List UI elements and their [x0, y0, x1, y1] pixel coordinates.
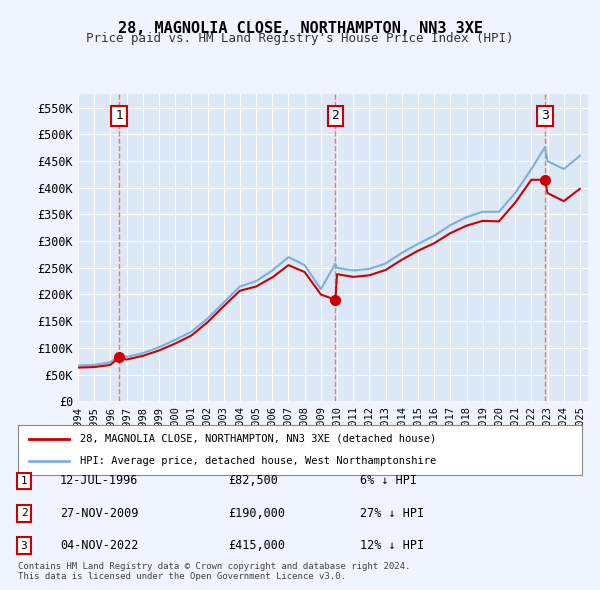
Text: £190,000: £190,000	[228, 507, 285, 520]
Text: £82,500: £82,500	[228, 474, 278, 487]
Text: 28, MAGNOLIA CLOSE, NORTHAMPTON, NN3 3XE: 28, MAGNOLIA CLOSE, NORTHAMPTON, NN3 3XE	[118, 21, 482, 35]
Text: 2: 2	[331, 109, 340, 122]
Text: 12-JUL-1996: 12-JUL-1996	[60, 474, 139, 487]
Text: 3: 3	[541, 109, 549, 122]
Text: 3: 3	[20, 541, 28, 550]
Text: 6% ↓ HPI: 6% ↓ HPI	[360, 474, 417, 487]
Text: 12% ↓ HPI: 12% ↓ HPI	[360, 539, 424, 552]
Text: HPI: Average price, detached house, West Northamptonshire: HPI: Average price, detached house, West…	[80, 456, 436, 466]
Text: 1: 1	[115, 109, 123, 122]
Text: Contains HM Land Registry data © Crown copyright and database right 2024.
This d: Contains HM Land Registry data © Crown c…	[18, 562, 410, 581]
Text: 27-NOV-2009: 27-NOV-2009	[60, 507, 139, 520]
Text: 28, MAGNOLIA CLOSE, NORTHAMPTON, NN3 3XE (detached house): 28, MAGNOLIA CLOSE, NORTHAMPTON, NN3 3XE…	[80, 434, 436, 444]
Text: £415,000: £415,000	[228, 539, 285, 552]
Text: 04-NOV-2022: 04-NOV-2022	[60, 539, 139, 552]
Text: Price paid vs. HM Land Registry's House Price Index (HPI): Price paid vs. HM Land Registry's House …	[86, 32, 514, 45]
Text: 27% ↓ HPI: 27% ↓ HPI	[360, 507, 424, 520]
Text: 2: 2	[20, 509, 28, 518]
Text: 1: 1	[20, 476, 28, 486]
